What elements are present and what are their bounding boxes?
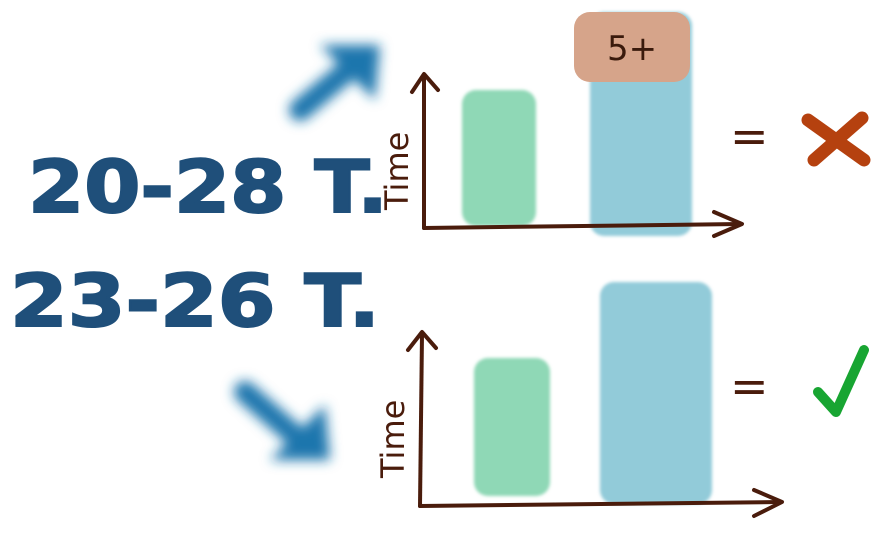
check-icon	[813, 345, 869, 417]
top-range-label: 20-28 T.	[28, 145, 388, 229]
bottom-range-label: 23-26 T.	[10, 259, 380, 343]
bottom-axes	[406, 330, 784, 518]
top-cap-label: 5+	[607, 29, 657, 69]
top-y-axis-label: Time	[378, 132, 416, 211]
bottom-bar-blue	[600, 282, 712, 504]
cross-icon	[801, 111, 871, 167]
top-axes	[410, 72, 744, 238]
top-chart: 5+ Time	[378, 12, 744, 238]
arrow-down-right-icon	[234, 381, 330, 460]
bottom-y-axis-label: Time	[374, 400, 412, 479]
bottom-equals-sign: =	[730, 359, 769, 413]
top-bar-green	[462, 90, 536, 226]
bottom-chart: Time	[374, 282, 784, 518]
top-cap-box	[574, 12, 690, 82]
bottom-bar-green	[474, 358, 550, 496]
arrow-up-right-icon	[289, 45, 380, 121]
top-equals-sign: =	[730, 109, 769, 163]
